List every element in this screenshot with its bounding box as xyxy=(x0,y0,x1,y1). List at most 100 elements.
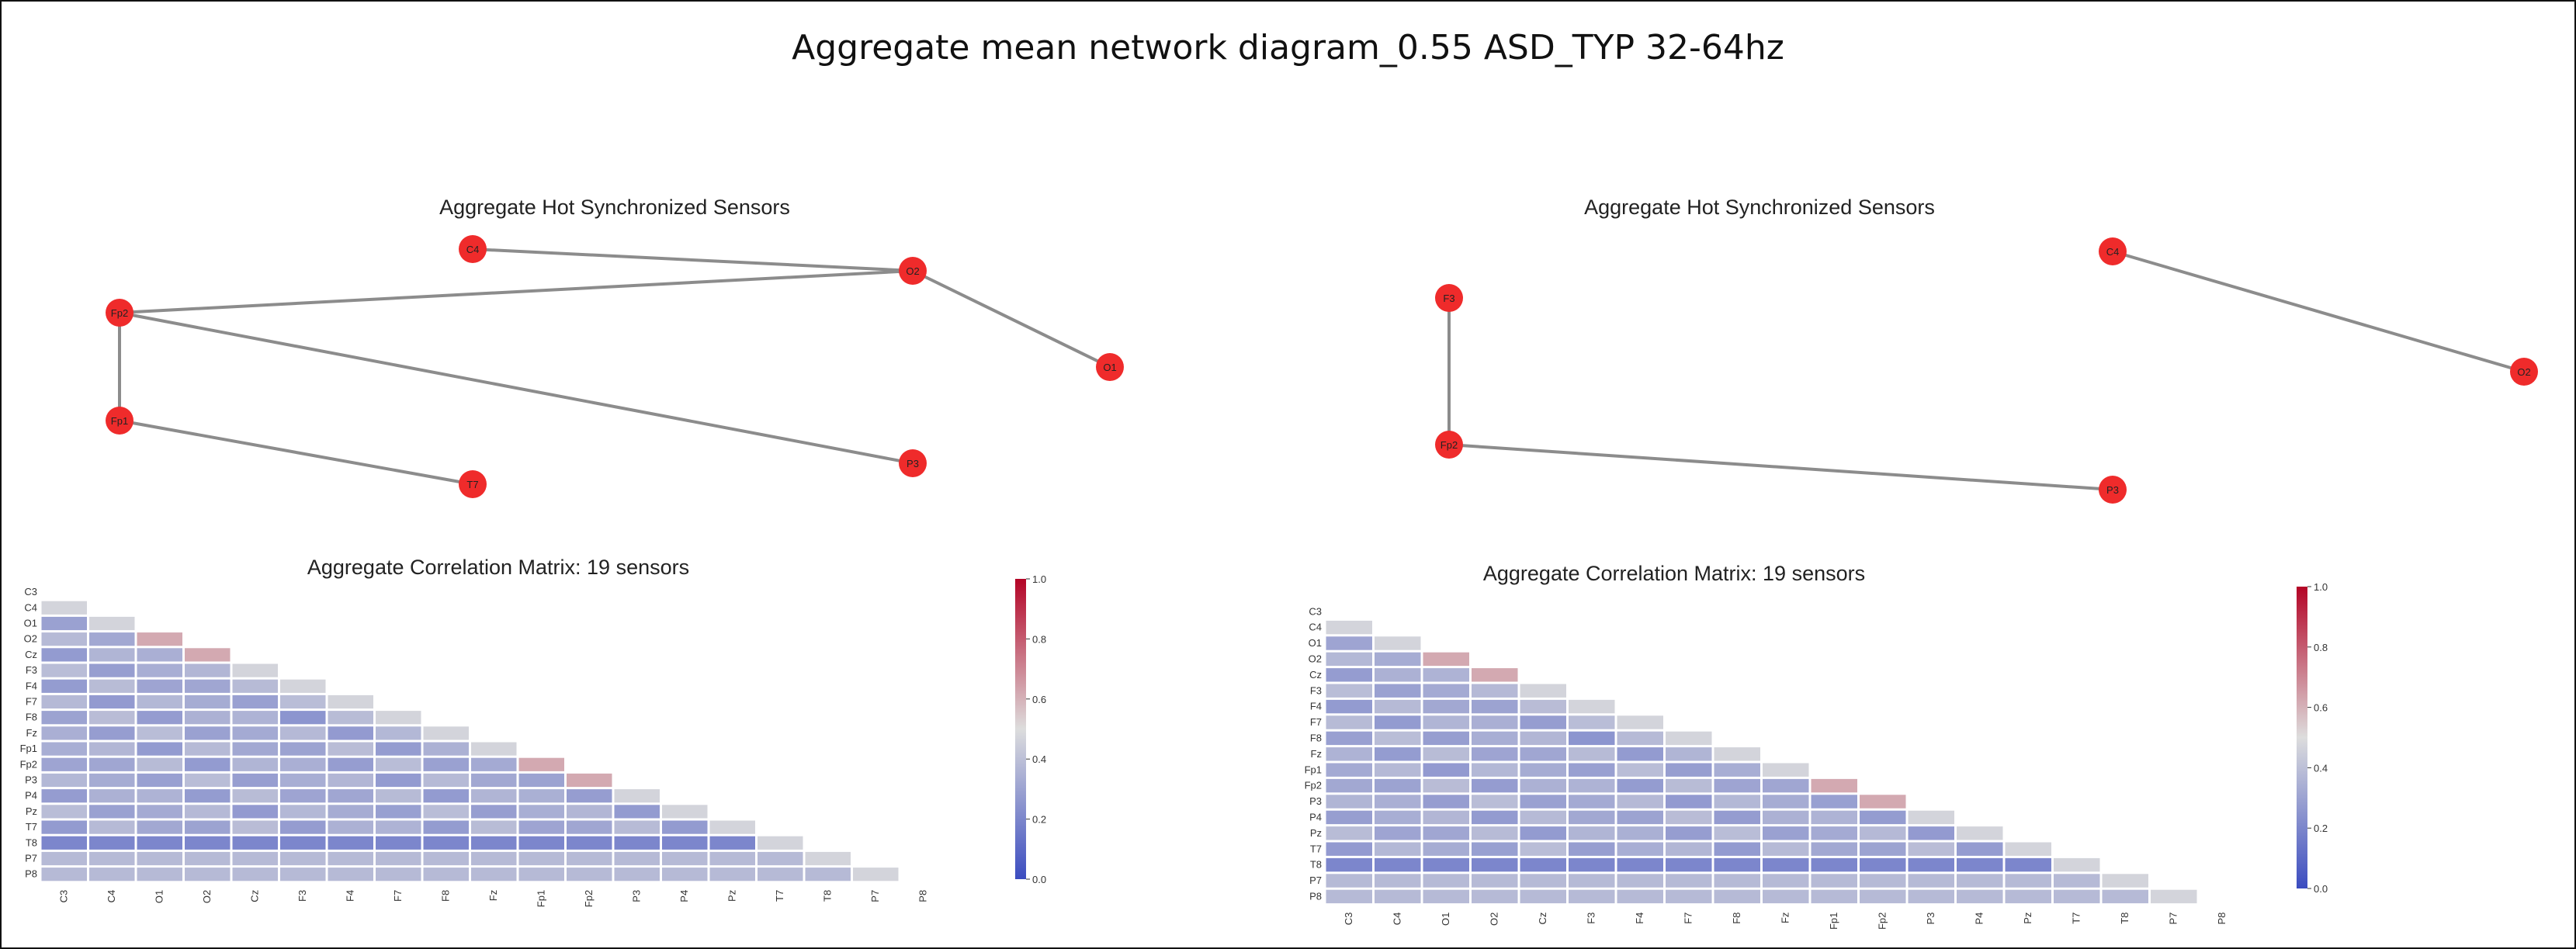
matrix-cell-P8-Fp1 xyxy=(518,868,564,881)
network-node-O2: O2 xyxy=(2510,358,2538,386)
matrix-cell-P3-Fp2 xyxy=(1860,795,1906,809)
matrix-cell-F8-F4 xyxy=(1617,731,1663,746)
matrix-cell-P4-Fz xyxy=(1763,810,1809,825)
matrix-cell-Fp2-O1 xyxy=(1423,778,1469,793)
matrix-cell-P4-P3 xyxy=(614,789,660,803)
matrix-cell-Fp2-C3 xyxy=(1326,778,1372,793)
matrix-cell-P4-C3 xyxy=(1326,810,1372,825)
matrix-cell-P4-F4 xyxy=(1617,810,1663,825)
matrix-cell-O1-C3 xyxy=(1326,636,1372,650)
network-node-Fp2: Fp2 xyxy=(106,299,133,327)
matrix-cell-P7-F4 xyxy=(328,851,373,866)
matrix-cell-P3-F7 xyxy=(1666,795,1712,809)
matrix-cell-Fz-F8 xyxy=(423,726,469,740)
matrix-cell-P8-F3 xyxy=(1569,889,1615,904)
matrix-cell-Pz-C4 xyxy=(1375,826,1421,840)
matrix-cell-P8-C4 xyxy=(89,868,135,881)
matrix-cell-P8-C3 xyxy=(1326,889,1372,904)
matrix-row-label: P8 xyxy=(1309,890,1322,902)
matrix-row-label: F8 xyxy=(26,712,37,723)
matrix-cell-Fz-O1 xyxy=(137,726,182,740)
matrix-cell-P8-O1 xyxy=(1423,889,1469,904)
matrix-cell-F7-F3 xyxy=(280,694,326,709)
matrix-cell-Pz-Fz xyxy=(471,805,517,819)
matrix-cell-P8-P7 xyxy=(2151,889,2197,904)
matrix-cell-F8-C4 xyxy=(89,711,135,725)
matrix-cell-T7-C4 xyxy=(89,820,135,834)
matrix-cell-P3-F3 xyxy=(1569,795,1615,809)
matrix-cell-Pz-F8 xyxy=(423,805,469,819)
figure-title: Aggregate mean network diagram_0.55 ASD_… xyxy=(792,28,1784,68)
matrix-cell-Pz-P4 xyxy=(662,805,708,819)
matrix-cell-T8-C4 xyxy=(89,836,135,850)
matrix-cell-F4-F3 xyxy=(1569,699,1615,714)
matrix-cell-P7-O2 xyxy=(1472,874,1518,888)
matrix-col-label: F3 xyxy=(296,890,308,902)
matrix-cell-F4-O1 xyxy=(1423,699,1469,714)
network-node-label: F3 xyxy=(1443,293,1454,304)
matrix-cell-F3-O2 xyxy=(1472,684,1518,698)
network-node-label: T7 xyxy=(466,479,478,490)
matrix-cell-T7-Cz xyxy=(232,820,278,834)
matrix-cell-F4-O2 xyxy=(185,679,231,693)
matrix-cell-Fz-O1 xyxy=(1423,747,1469,761)
matrix-cell-P4-O1 xyxy=(137,789,182,803)
panel-asd: Aggregate Hot Synchronized Sensors C4 O2 F… xyxy=(2,2,1282,947)
colorbar-tick-label: 0.8 xyxy=(2314,642,2328,653)
colorbar-tick-label: 0.6 xyxy=(2314,702,2328,714)
matrix-cell-T7-O2 xyxy=(1472,842,1518,856)
matrix-cell-F8-C3 xyxy=(41,711,87,725)
matrix-cell-Pz-P4 xyxy=(1957,826,2003,840)
matrix-cell-Fp2-Cz xyxy=(232,757,278,771)
matrix-cell-P7-P3 xyxy=(1908,874,1954,888)
matrix-cell-P8-Pz xyxy=(709,868,755,881)
matrix-row-label: C4 xyxy=(1309,622,1322,633)
matrix-cell-Fp2-Fp1 xyxy=(1811,778,1857,793)
matrix-cell-F7-F4 xyxy=(328,694,373,709)
matrix-cell-P4-F8 xyxy=(1714,810,1760,825)
matrix-col-label: Pz xyxy=(2022,913,2033,924)
matrix-cell-Pz-C3 xyxy=(41,805,87,819)
matrix-cell-P8-Pz xyxy=(2005,889,2051,904)
matrix-cell-F3-Cz xyxy=(232,663,278,677)
matrix-cell-T8-Pz xyxy=(709,836,755,850)
matrix-cell-Fp1-F8 xyxy=(1714,763,1760,777)
matrix-cell-Pz-P3 xyxy=(614,805,660,819)
matrix-cell-P8-Fp1 xyxy=(1811,889,1857,904)
matrix-col-label: F3 xyxy=(1586,913,1597,924)
matrix-cell-P7-O1 xyxy=(137,851,182,866)
matrix-cell-P7-F7 xyxy=(376,851,421,866)
matrix-cell-Fp2-O2 xyxy=(1472,778,1518,793)
matrix-cell-P4-Cz xyxy=(232,789,278,803)
matrix-cell-P7-Pz xyxy=(709,851,755,866)
matrix-row-label: P4 xyxy=(1309,811,1322,823)
matrix-cell-T8-T7 xyxy=(2054,857,2100,872)
matrix-col-label: T8 xyxy=(2119,913,2130,924)
matrix-cell-T8-C3 xyxy=(1326,857,1372,872)
matrix-cell-P8-P4 xyxy=(1957,889,2003,904)
matrix-cell-P8-C4 xyxy=(1375,889,1421,904)
matrix-row-label: Pz xyxy=(1310,827,1322,839)
matrix-cell-T7-F8 xyxy=(423,820,469,834)
network-diagram: F3 Fp2 C4 O2 P3 xyxy=(1435,237,2538,504)
matrix-col-label: F8 xyxy=(1731,913,1742,924)
matrix-cell-Fz-F4 xyxy=(328,726,373,740)
matrix-cell-F3-O2 xyxy=(185,663,231,677)
matrix-cell-P7-P4 xyxy=(662,851,708,866)
matrix-cell-Fp2-C4 xyxy=(89,757,135,771)
matrix-row-label: Fp1 xyxy=(20,743,37,754)
colorbar-tick-label: 0.6 xyxy=(1032,694,1046,705)
matrix-cell-T8-F7 xyxy=(1666,857,1712,872)
matrix-cell-O1-C4 xyxy=(1375,636,1421,650)
matrix-cell-P3-F4 xyxy=(328,773,373,788)
matrix-cell-F8-O2 xyxy=(1472,731,1518,746)
matrix-row-label: F3 xyxy=(1310,684,1322,696)
network-node-C4: C4 xyxy=(2099,237,2127,265)
matrix-cell-Pz-F3 xyxy=(1569,826,1615,840)
matrix-cell-P7-F8 xyxy=(423,851,469,866)
matrix-cell-Pz-Cz xyxy=(232,805,278,819)
matrix-cell-T7-Fp2 xyxy=(567,820,612,834)
matrix-cell-Pz-F7 xyxy=(376,805,421,819)
matrix-col-label: Fz xyxy=(1780,913,1791,923)
matrix-row-label: Cz xyxy=(25,649,37,660)
